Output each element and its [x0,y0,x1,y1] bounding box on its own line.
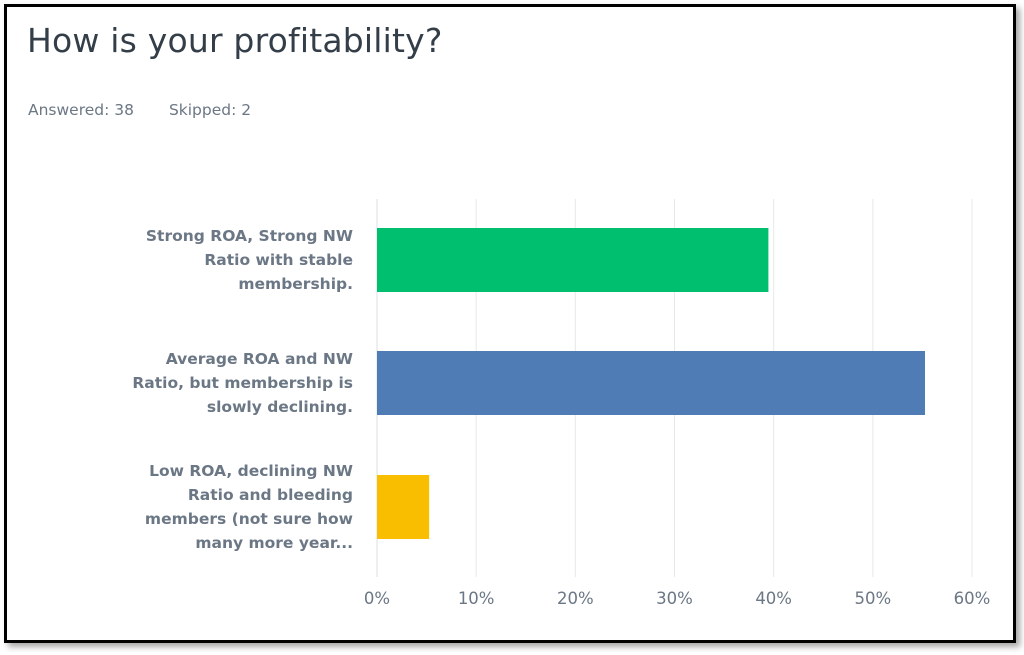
category-label-2: Average ROA and NW Ratio, but membership … [132,350,353,416]
skipped-count: Skipped: 2 [168,101,252,119]
chart-panel: How is your profitability? Answered: 38 … [4,4,1016,643]
tick-label-60: 60% [954,589,991,608]
tick-label-30: 30% [656,589,693,608]
tick-label-50: 50% [854,589,891,608]
bar-1 [377,228,769,292]
bar-chart: Strong ROA, Strong NW Ratio with stable me… [132,199,991,608]
bar-3 [377,475,430,539]
tick-label-40: 40% [755,589,792,608]
category-label-1: Strong ROA, Strong NW Ratio with stable me… [146,227,353,293]
page-title: How is your profitability? [27,21,443,60]
bar-2 [377,351,925,415]
tick-label-10: 10% [458,589,495,608]
tick-label-20: 20% [557,589,594,608]
tick-label-0: 0% [364,589,390,608]
response-stats: Answered: 38 Skipped: 2 [28,101,251,119]
answered-count: Answered: 38 [28,101,134,119]
category-label-3: Low ROA, declining NW Ratio and bleeding m… [145,462,353,552]
